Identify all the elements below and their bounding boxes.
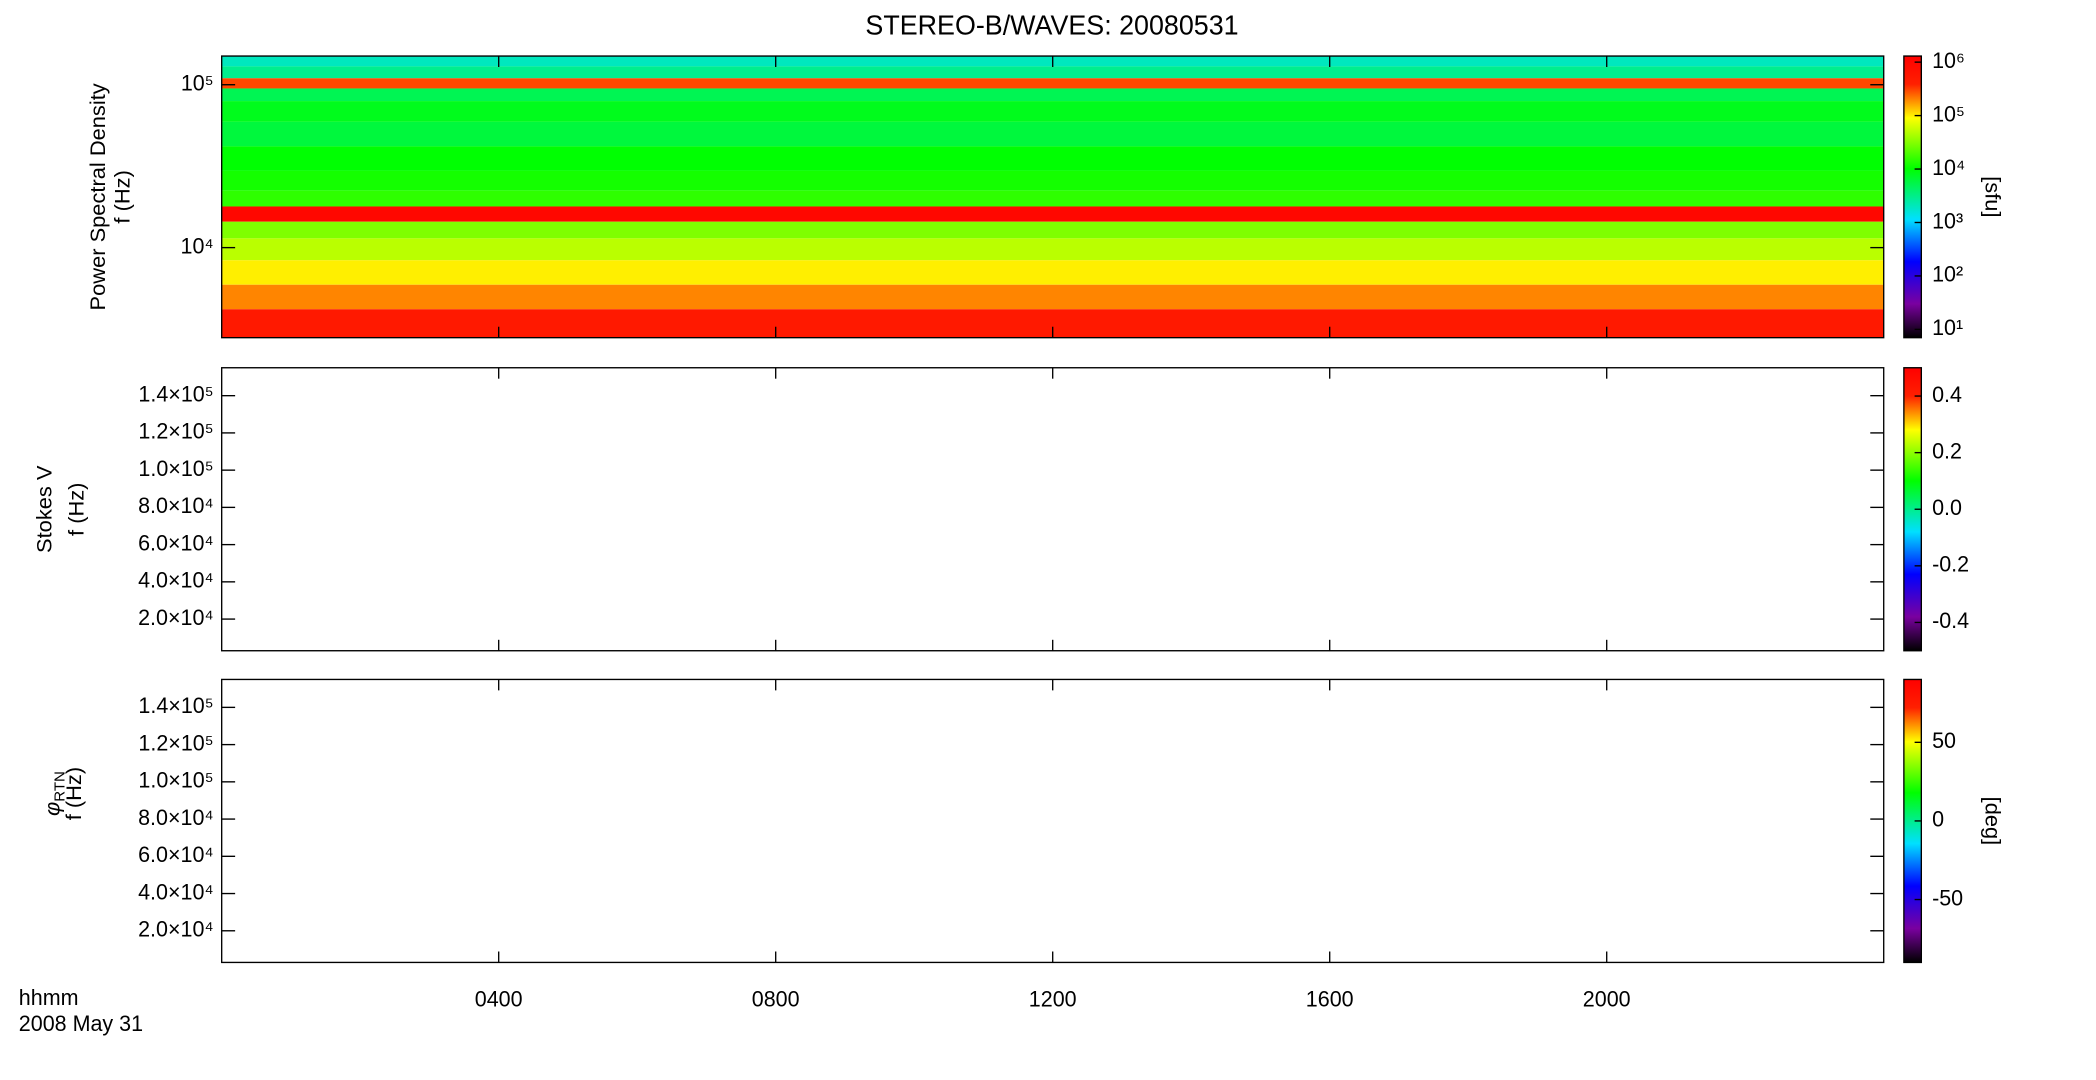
colorbar-tick-label: 10²: [1932, 262, 1963, 287]
y-tick-label: 2.0×10⁴: [138, 916, 214, 941]
y-tick-label: 1.0×10⁵: [138, 767, 213, 792]
y-axis-label-symbol: φ: [40, 802, 65, 816]
y-tick-label: 1.2×10⁵: [138, 419, 213, 444]
colorbar-label: [deg]: [1981, 797, 2006, 846]
spectrogram-row: [221, 221, 1884, 239]
colorbar-tick-label: 0: [1932, 807, 1944, 832]
y-axis-label: Power Spectral Density: [85, 83, 110, 310]
colorbar-tick-label: 10¹: [1932, 315, 1963, 340]
spectrogram-row: [221, 206, 1884, 222]
y-axis-unit: f (Hz): [61, 767, 86, 820]
spectrogram-row: [221, 66, 1884, 79]
plot-frame: [221, 678, 1885, 964]
y-tick-label: 1.4×10⁵: [138, 693, 213, 718]
date-label: 2008 May 31: [19, 1011, 143, 1036]
figure-title: STEREO-B/WAVES: 20080531: [865, 9, 1238, 40]
y-tick-label: 2.0×10⁴: [138, 605, 214, 630]
spectrogram-row: [221, 121, 1884, 147]
spectrogram-row: [221, 170, 1884, 191]
y-tick-label: 4.0×10⁴: [138, 567, 214, 592]
colorbar-tick-label: 0.0: [1932, 495, 1962, 520]
colorbar-tick-label: 0.2: [1932, 438, 1962, 463]
colorbar-tick-label: -0.4: [1932, 608, 1969, 633]
y-tick-label: 1.2×10⁵: [138, 730, 213, 755]
y-tick-label: 6.0×10⁴: [138, 842, 214, 867]
x-tick-label: 2000: [1583, 986, 1631, 1011]
colorbar-tick-label: 10³: [1932, 208, 1963, 233]
x-tick-label: 1200: [1029, 986, 1077, 1011]
y-tick-label: 1.4×10⁵: [138, 381, 213, 406]
x-tick-label: 1600: [1306, 986, 1354, 1011]
colorbar: [1903, 55, 1923, 339]
colorbar-tick-label: 10⁴: [1932, 155, 1965, 180]
y-tick-label: 6.0×10⁴: [138, 530, 214, 555]
x-axis-label: hhmm: [19, 985, 79, 1010]
spectrogram-row: [221, 260, 1884, 285]
y-tick-label: 1.0×10⁵: [138, 456, 213, 481]
y-tick-label: 10⁵: [181, 70, 214, 95]
spectrogram-row: [221, 190, 1884, 207]
spectrogram-row: [221, 238, 1884, 261]
colorbar-label: [sfu]: [1981, 176, 2006, 217]
y-axis-label: Stokes V: [32, 465, 57, 553]
y-tick-label: 8.0×10⁴: [138, 493, 214, 518]
spectrogram-row: [221, 284, 1884, 310]
y-tick-label: 8.0×10⁴: [138, 805, 214, 830]
colorbar-tick-label: 50: [1932, 728, 1956, 753]
y-axis-unit: f (Hz): [64, 483, 89, 536]
y-axis-label-subscript: RTN: [52, 771, 68, 802]
plot-frame: [221, 367, 1885, 652]
colorbar-tick-label: -50: [1932, 885, 1963, 910]
y-axis-label: φRTN: [40, 771, 69, 816]
y-tick-label: 10⁴: [180, 233, 213, 258]
spectrogram-row: [221, 78, 1884, 89]
spectrogram-row: [221, 101, 1884, 122]
spectrogram-row: [221, 88, 1884, 102]
y-axis-unit: f (Hz): [109, 170, 134, 223]
colorbar-tick-label: -0.2: [1932, 551, 1969, 576]
spectrogram-row: [221, 146, 1884, 171]
x-tick-label: 0800: [752, 986, 800, 1011]
colorbar-tick-label: 10⁵: [1932, 101, 1965, 126]
colorbar-tick-label: 0.4: [1932, 382, 1962, 407]
y-tick-label: 4.0×10⁴: [138, 879, 214, 904]
x-tick-label: 0400: [475, 986, 523, 1011]
colorbar-tick-label: 10⁶: [1932, 48, 1965, 73]
